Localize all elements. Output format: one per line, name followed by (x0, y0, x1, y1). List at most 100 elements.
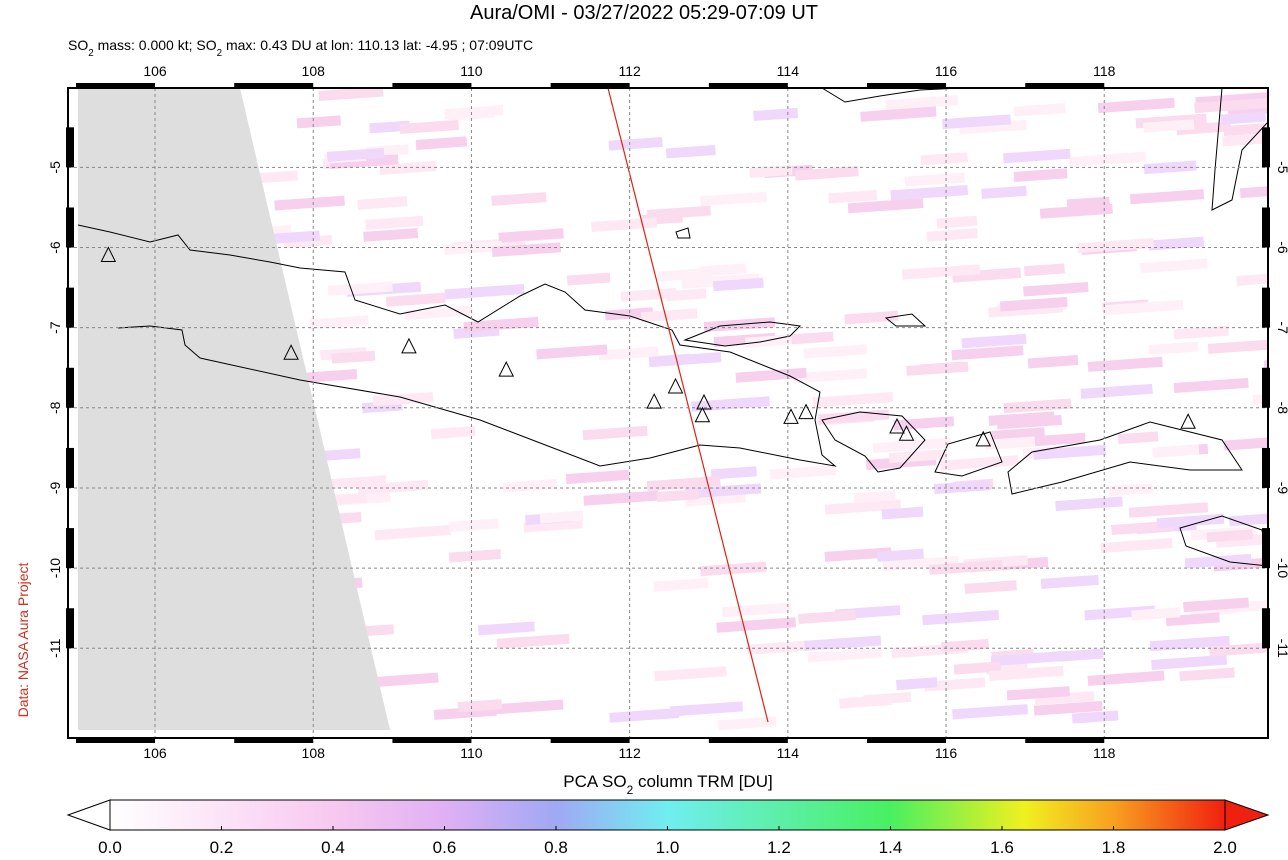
so2-pixel (839, 695, 892, 709)
tick-bar (76, 738, 156, 743)
so2-pixel (1013, 168, 1068, 182)
text-part: mass: 0.000 kt; SO (94, 37, 217, 53)
lat-tick-label: -9 (47, 482, 63, 495)
subscript: 2 (627, 783, 634, 797)
lon-tick-label: 108 (302, 745, 326, 761)
so2-pixel (582, 425, 648, 441)
text-part: PCA SO (563, 772, 626, 791)
lat-tick-label: -10 (47, 558, 63, 578)
so2-pixel (1040, 574, 1099, 589)
text-part: column TRM [DU] (633, 772, 773, 791)
so2-pixel (1223, 123, 1268, 137)
volcano (498, 361, 515, 377)
tick-bar (66, 127, 74, 168)
so2-pixel (990, 650, 1066, 667)
so2-pixel (609, 707, 680, 723)
so2-pixel (1103, 299, 1184, 316)
so2-pixel (365, 215, 424, 230)
so2-pixel (824, 499, 902, 515)
so2-pixel (363, 228, 419, 242)
so2-pixel (716, 617, 797, 633)
so2-pixel (791, 368, 868, 384)
lat-tick-label: -5 (1275, 161, 1288, 174)
tick-bar (1262, 207, 1270, 248)
lon-tick-label: 108 (302, 63, 326, 79)
so2-pixel (498, 228, 564, 243)
so2-pixel (860, 106, 937, 122)
so2-pixel (798, 610, 856, 625)
tick-bar (1262, 287, 1270, 328)
so2-pixel (296, 115, 341, 129)
so2-pixel (794, 166, 859, 181)
so2-pixel (1131, 607, 1181, 621)
lat-tick-label: -8 (1275, 402, 1288, 415)
colorbar-tick-label: 0.8 (544, 838, 568, 855)
so2-pixel (1080, 383, 1153, 399)
so2-pixel (496, 633, 570, 649)
tick-bar (66, 528, 74, 569)
so2-pixel (940, 455, 1019, 471)
colorbar-tick-label: 1.8 (1102, 838, 1126, 855)
so2-pixel (536, 344, 608, 360)
so2-pixel (1194, 97, 1268, 114)
so2-pixel (812, 392, 894, 408)
so2-pixel (274, 195, 345, 211)
so2-pixel (893, 416, 955, 431)
so2-pixel (721, 602, 792, 618)
so2-pixel (735, 367, 807, 383)
so2-pixel (539, 510, 584, 524)
colorbar-tick-label: 0.6 (433, 838, 457, 855)
so2-pixel (1222, 133, 1268, 147)
so2-pixel (747, 640, 816, 655)
so2-pixel (1239, 183, 1268, 199)
colorbar-tick-label: 1.6 (990, 838, 1014, 855)
volcanoes (100, 246, 1196, 447)
volcano (283, 344, 299, 360)
tick-bar (1262, 608, 1270, 649)
so2-pixel (700, 191, 768, 207)
so2-pixel (924, 677, 986, 692)
so2-pixel (1077, 237, 1154, 254)
volcano (100, 246, 117, 263)
so2-pixel (1228, 511, 1268, 527)
so2-pixel (713, 277, 764, 292)
so2-pixel (936, 215, 978, 229)
tick-bar (867, 738, 947, 743)
volcano (889, 417, 905, 434)
so2-pixel (753, 107, 799, 121)
colorbar-tick-label: 0.4 (321, 838, 345, 855)
colorbar (109, 799, 1226, 831)
so2-pixel (804, 635, 882, 651)
so2-pixel (565, 469, 630, 485)
lon-tick-label: 106 (143, 63, 167, 79)
so2-pixel (415, 136, 468, 150)
so2-pixel (1033, 700, 1103, 716)
so2-pixel (876, 548, 924, 562)
so2-pixel (844, 310, 899, 325)
tick-bar (1262, 447, 1270, 488)
so2-pixel (769, 465, 836, 480)
so2-pixel (1223, 436, 1268, 451)
so2-pixel (684, 483, 762, 499)
so2-pixel (1143, 119, 1195, 133)
tick-bar (234, 83, 314, 88)
lat-tick-label: -7 (47, 321, 63, 334)
so2-pixel (485, 699, 564, 715)
so2-pixel (640, 308, 698, 323)
so2-pixel (988, 411, 1055, 426)
tick-bar (1262, 127, 1270, 168)
so2-pixel (1087, 356, 1163, 372)
so2-pixel (261, 230, 320, 245)
so2-pixel (463, 316, 539, 333)
tick-bar (708, 83, 788, 88)
so2-pixel (318, 88, 384, 101)
volcano (898, 425, 915, 441)
so2-pixel (985, 436, 1036, 450)
so2-pixel (803, 344, 868, 359)
so2-pixel (988, 665, 1064, 681)
so2-pixel (872, 437, 951, 454)
colorbar-tick-label: 2.0 (1213, 838, 1237, 855)
volcano (667, 377, 684, 394)
tick-bar (550, 83, 630, 88)
so2-pixel (928, 559, 1003, 575)
